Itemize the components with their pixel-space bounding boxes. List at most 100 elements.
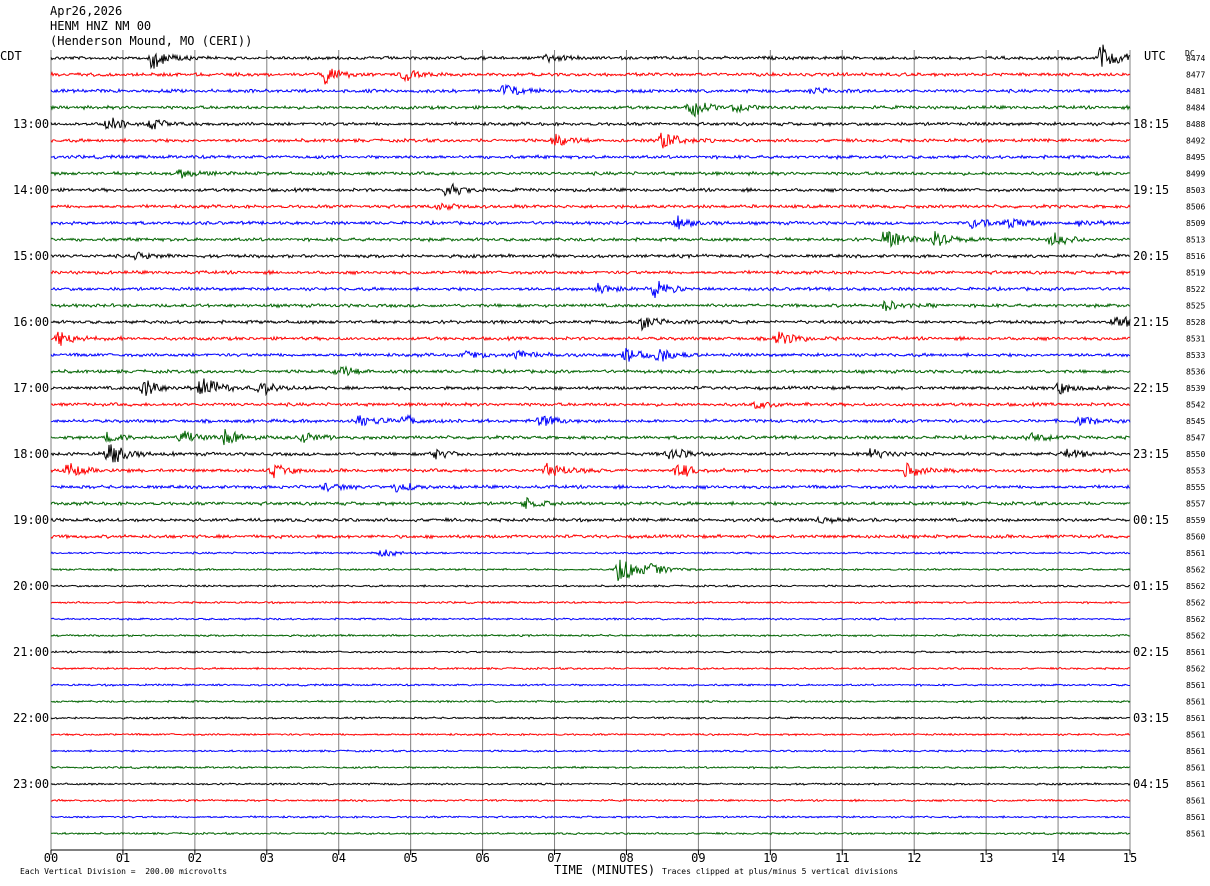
station-code: HENM HNZ NM 00 xyxy=(50,19,152,33)
dc-offset-label: 8499 xyxy=(1186,170,1205,179)
cdt-time-label: 20:00 xyxy=(13,579,49,593)
dc-offset-label: 8531 xyxy=(1186,335,1205,344)
utc-time-label: 22:15 xyxy=(1133,381,1169,395)
seismic-trace xyxy=(50,414,1131,427)
seismic-trace xyxy=(50,462,1131,479)
seismic-trace xyxy=(50,169,1131,179)
dc-offset-label: 8562 xyxy=(1186,599,1205,608)
seismic-trace xyxy=(50,117,1131,130)
record-date: Apr26,2026 xyxy=(50,4,123,18)
x-tick-label: 03 xyxy=(260,851,274,865)
seismic-trace xyxy=(50,400,1131,410)
seismic-trace xyxy=(50,749,1131,753)
seismic-trace xyxy=(50,633,1131,638)
cdt-time-label: 18:00 xyxy=(13,447,49,461)
dc-offset-label: 8488 xyxy=(1186,120,1205,129)
dc-offset-label: 8561 xyxy=(1186,797,1205,806)
dc-offset-label: 8481 xyxy=(1186,87,1205,96)
right-timezone-label: UTC xyxy=(1144,49,1166,63)
utc-time-label: 20:15 xyxy=(1133,249,1169,263)
dc-offset-label: 8474 xyxy=(1186,54,1205,63)
dc-offset-label: 8561 xyxy=(1186,830,1205,839)
cdt-time-label: 15:00 xyxy=(13,249,49,263)
seismic-trace xyxy=(50,347,1131,362)
dc-offset-label: 8506 xyxy=(1186,203,1205,212)
seismic-trace xyxy=(50,815,1130,819)
seismic-trace xyxy=(50,269,1131,276)
cdt-time-label: 13:00 xyxy=(13,117,49,131)
cdt-time-label: 19:00 xyxy=(13,513,49,527)
utc-time-label: 01:15 xyxy=(1133,579,1169,593)
dc-offset-label: 8547 xyxy=(1186,434,1205,443)
seismic-trace xyxy=(50,715,1131,720)
dc-offset-label: 8561 xyxy=(1186,747,1205,756)
seismic-trace xyxy=(50,782,1131,787)
dc-offset-label: 8536 xyxy=(1186,368,1205,377)
x-tick-label: 09 xyxy=(691,851,705,865)
dc-offset-label: 8560 xyxy=(1186,533,1205,542)
x-tick-label: 14 xyxy=(1051,851,1065,865)
dc-offset-label: 8522 xyxy=(1186,285,1205,294)
seismic-trace xyxy=(50,549,1131,558)
x-tick-label: 13 xyxy=(979,851,993,865)
x-tick-label: 15 xyxy=(1123,851,1137,865)
seismic-trace xyxy=(50,683,1130,687)
dc-offset-label: 8528 xyxy=(1186,318,1205,327)
x-tick-label: 12 xyxy=(907,851,921,865)
dc-offset-label: 8559 xyxy=(1186,516,1205,525)
utc-time-label: 18:15 xyxy=(1133,117,1169,131)
dc-offset-label: 8519 xyxy=(1186,269,1205,278)
dc-offset-label: 8557 xyxy=(1186,500,1205,509)
seismic-trace xyxy=(50,732,1131,737)
cdt-time-label: 14:00 xyxy=(13,183,49,197)
seismic-trace xyxy=(50,251,1131,261)
dc-offset-header: DC xyxy=(1185,49,1195,58)
dc-offset-label: 8550 xyxy=(1186,450,1205,459)
x-tick-label: 04 xyxy=(332,851,346,865)
seismic-trace xyxy=(50,215,1131,230)
dc-offset-label: 8561 xyxy=(1186,813,1205,822)
x-tick-label: 08 xyxy=(619,851,633,865)
dc-offset-label: 8561 xyxy=(1186,780,1205,789)
seismic-trace xyxy=(50,102,1131,118)
seismic-trace xyxy=(50,378,1130,397)
seismic-trace xyxy=(50,617,1131,622)
seismic-trace xyxy=(50,153,1131,161)
utc-time-label: 02:15 xyxy=(1133,645,1169,659)
seismic-trace xyxy=(50,365,1131,377)
x-tick-label: 07 xyxy=(547,851,561,865)
scale-note: Each Vertical Division = 200.00 microvol… xyxy=(20,867,228,876)
dc-offset-label: 8555 xyxy=(1186,483,1205,492)
seismic-trace xyxy=(50,44,1131,70)
cdt-time-label: 17:00 xyxy=(13,381,49,395)
dc-offset-label: 8509 xyxy=(1186,219,1205,228)
cdt-time-label: 22:00 xyxy=(13,711,49,725)
cdt-time-label: 23:00 xyxy=(13,777,49,791)
dc-offset-label: 8492 xyxy=(1186,137,1205,146)
dc-offset-label: 8495 xyxy=(1186,153,1205,162)
x-tick-label: 05 xyxy=(403,851,417,865)
x-tick-label: 00 xyxy=(44,851,58,865)
x-tick-label: 11 xyxy=(835,851,849,865)
dc-offset-label: 8562 xyxy=(1186,566,1205,575)
dc-offset-label: 8561 xyxy=(1186,764,1205,773)
dc-offset-label: 8562 xyxy=(1186,615,1205,624)
seismic-trace xyxy=(50,515,1131,525)
x-tick-label: 06 xyxy=(475,851,489,865)
seismic-trace xyxy=(50,831,1131,836)
dc-offset-label: 8562 xyxy=(1186,632,1205,641)
x-tick-label: 02 xyxy=(188,851,202,865)
cdt-time-label: 21:00 xyxy=(13,645,49,659)
utc-time-label: 03:15 xyxy=(1133,711,1169,725)
seismic-trace xyxy=(50,230,1130,248)
dc-offset-label: 8562 xyxy=(1186,582,1205,591)
seismic-trace xyxy=(50,315,1131,332)
seismic-trace xyxy=(50,202,1131,211)
seismic-trace xyxy=(50,699,1131,704)
dc-offset-label: 8553 xyxy=(1186,467,1205,476)
seismic-trace xyxy=(50,559,1131,581)
seismic-trace xyxy=(50,280,1131,298)
dc-offset-label: 8561 xyxy=(1186,698,1205,707)
utc-time-label: 19:15 xyxy=(1133,183,1169,197)
